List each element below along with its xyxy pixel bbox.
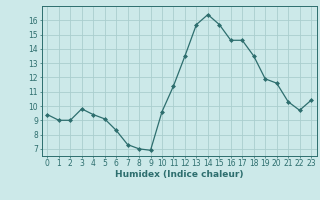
X-axis label: Humidex (Indice chaleur): Humidex (Indice chaleur)	[115, 170, 244, 179]
